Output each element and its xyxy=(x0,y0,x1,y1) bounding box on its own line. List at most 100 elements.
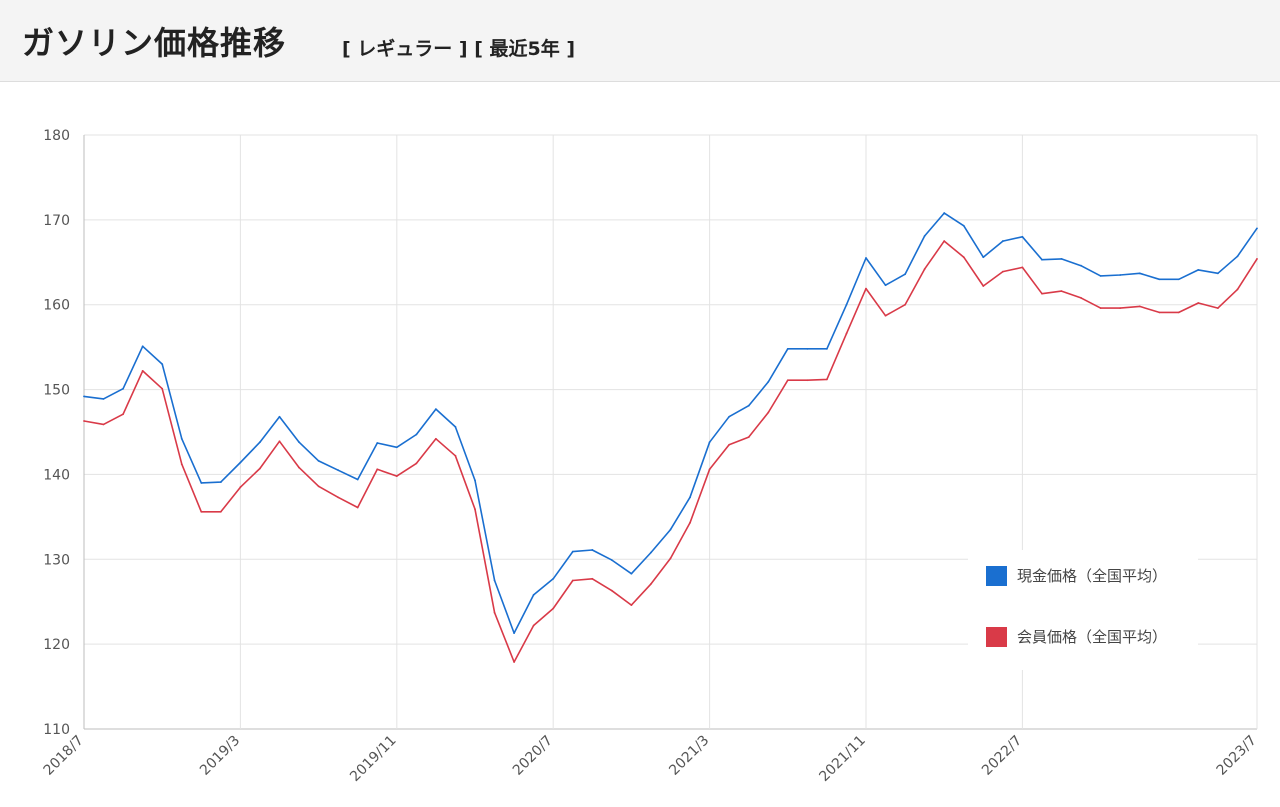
data-point xyxy=(200,510,203,513)
data-point xyxy=(122,387,124,390)
data-point xyxy=(708,468,711,471)
chart-filter-label: [ レギュラー ] [ 最近5年 ] xyxy=(342,38,576,60)
data-point xyxy=(1080,297,1082,299)
data-point xyxy=(884,284,887,287)
data-point xyxy=(1138,272,1141,275)
data-point xyxy=(1099,274,1102,277)
data-point xyxy=(317,485,320,488)
data-point xyxy=(415,433,418,436)
data-point xyxy=(571,550,574,553)
data-point xyxy=(1119,307,1122,310)
x-tick-label: 2021/3 xyxy=(666,733,712,779)
data-point xyxy=(1236,288,1239,291)
y-tick-label: 140 xyxy=(43,467,70,483)
data-point xyxy=(161,387,164,390)
data-point xyxy=(923,235,926,237)
data-point xyxy=(1256,257,1258,260)
data-point xyxy=(102,398,105,400)
data-point xyxy=(689,521,691,524)
data-point xyxy=(1138,305,1141,308)
data-point xyxy=(650,551,652,554)
data-point xyxy=(865,257,867,259)
data-point xyxy=(904,303,906,306)
data-point xyxy=(493,579,496,582)
x-tick-label: 2021/11 xyxy=(816,733,868,785)
data-point xyxy=(435,437,437,440)
data-point xyxy=(278,415,281,418)
data-point xyxy=(180,437,183,440)
data-point xyxy=(376,468,379,471)
data-point xyxy=(1158,278,1161,281)
data-point xyxy=(943,212,946,214)
x-tick-label: 2019/3 xyxy=(197,733,243,779)
data-point xyxy=(141,370,144,372)
data-point xyxy=(532,624,535,627)
y-tick-label: 150 xyxy=(43,383,70,399)
data-point xyxy=(356,478,359,481)
data-point xyxy=(532,594,535,596)
data-point xyxy=(239,486,242,489)
data-point xyxy=(669,557,672,560)
data-point xyxy=(259,467,261,470)
data-point xyxy=(1256,227,1258,230)
data-point xyxy=(884,314,887,317)
data-point xyxy=(708,441,711,444)
data-point xyxy=(786,379,789,382)
data-point xyxy=(689,496,691,499)
y-tick-label: 110 xyxy=(43,722,70,738)
data-point xyxy=(219,510,222,513)
data-point xyxy=(923,268,926,270)
page-title: ガソリン価格推移 xyxy=(22,24,287,62)
data-point xyxy=(1080,264,1082,267)
legend-label: 現金価格（全国平均） xyxy=(1017,567,1167,585)
data-point xyxy=(610,589,613,592)
data-point xyxy=(513,661,515,663)
data-point xyxy=(219,481,222,483)
legend-swatch xyxy=(986,627,1007,647)
x-tick-label: 2019/11 xyxy=(347,733,399,785)
data-point xyxy=(298,441,300,444)
data-point xyxy=(1197,302,1200,304)
data-point xyxy=(298,466,300,469)
data-point xyxy=(767,411,770,414)
data-point xyxy=(83,395,85,398)
data-point xyxy=(395,446,398,449)
data-point xyxy=(1236,255,1239,258)
data-point xyxy=(630,604,633,607)
data-point xyxy=(454,426,457,428)
data-point xyxy=(513,632,515,635)
data-point xyxy=(1060,257,1063,260)
data-point xyxy=(845,303,848,306)
data-point xyxy=(474,479,476,482)
data-point xyxy=(1217,272,1219,275)
data-point xyxy=(1197,269,1200,271)
data-point xyxy=(767,381,770,383)
y-tick-label: 120 xyxy=(43,637,70,653)
page-header: ガソリン価格推移 [ レギュラー ] [ 最近5年 ] xyxy=(0,0,1280,82)
data-point xyxy=(337,469,340,472)
data-point xyxy=(806,347,809,350)
data-point xyxy=(1001,270,1004,273)
data-point xyxy=(1158,311,1161,314)
data-point xyxy=(239,461,242,464)
data-point xyxy=(786,347,789,350)
data-point xyxy=(356,506,359,509)
data-point xyxy=(728,443,731,446)
data-point xyxy=(259,441,261,444)
data-point xyxy=(1060,290,1063,293)
data-point xyxy=(1119,274,1122,276)
data-point xyxy=(1099,307,1102,310)
data-point xyxy=(1041,258,1043,261)
line-chart: 110 120 130 140 150 160 170 180 2018/7 2019/3 2019… xyxy=(41,128,1260,785)
data-point xyxy=(317,459,320,462)
data-point xyxy=(454,454,457,457)
data-point xyxy=(826,347,828,350)
data-point xyxy=(1021,235,1024,238)
data-point xyxy=(395,475,398,478)
data-point xyxy=(982,285,985,287)
data-point xyxy=(904,273,906,276)
data-point xyxy=(122,413,124,416)
data-point xyxy=(962,224,965,227)
data-point xyxy=(943,240,946,242)
data-point xyxy=(1041,292,1043,295)
